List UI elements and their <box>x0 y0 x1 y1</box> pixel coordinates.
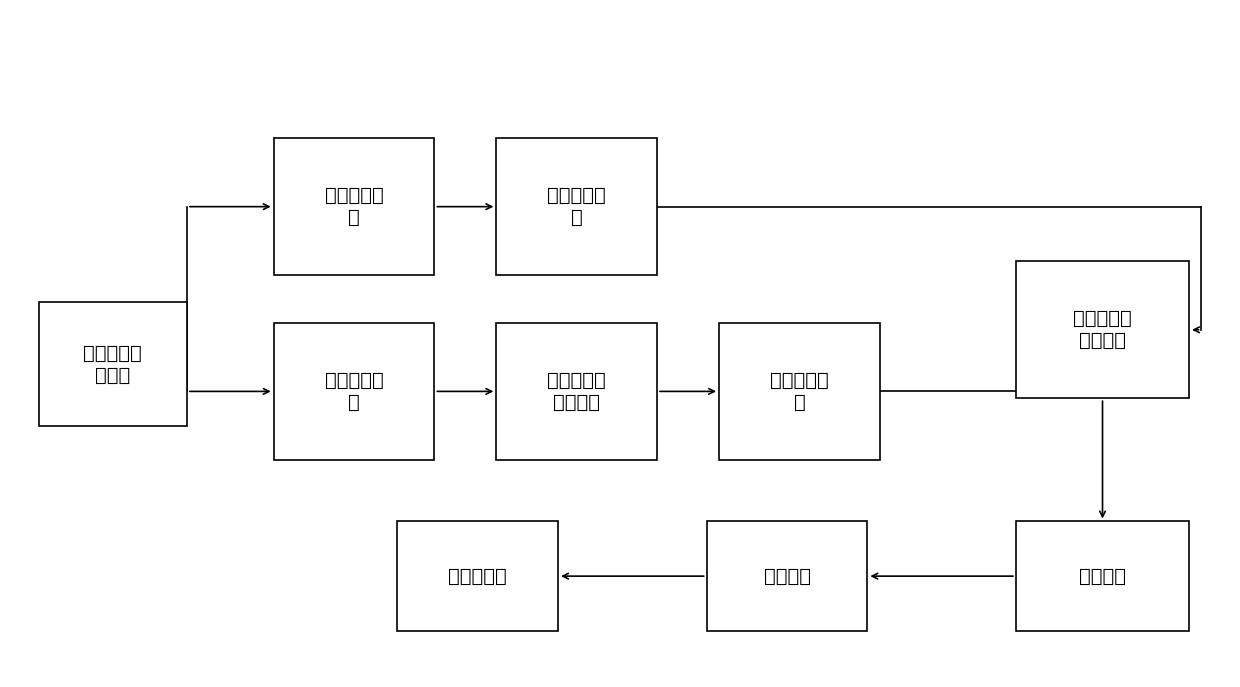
Text: 纤维层表面
喷涂树脂: 纤维层表面 喷涂树脂 <box>547 371 606 412</box>
Bar <box>719 323 880 460</box>
Text: 图盘结构加
工: 图盘结构加 工 <box>547 186 606 227</box>
Text: 托盘结构设
计: 托盘结构设 计 <box>325 186 383 227</box>
Bar <box>38 302 187 426</box>
Bar <box>397 521 558 631</box>
Bar <box>274 138 434 275</box>
Bar <box>274 323 434 460</box>
Text: 生成刚形体: 生成刚形体 <box>449 567 507 585</box>
Text: 加热保温: 加热保温 <box>764 567 811 585</box>
Bar <box>496 138 657 275</box>
Text: 树脂溶液配
置: 树脂溶液配 置 <box>325 371 383 412</box>
Text: 针刺结构与
托盘合模: 针刺结构与 托盘合模 <box>1073 309 1132 350</box>
Text: 针刺结构构
型确定: 针刺结构构 型确定 <box>83 344 143 385</box>
Bar <box>1016 261 1189 398</box>
Bar <box>707 521 868 631</box>
Text: 针刺结构成
型: 针刺结构成 型 <box>770 371 828 412</box>
Bar <box>496 323 657 460</box>
Bar <box>1016 521 1189 631</box>
Text: 预压贴合: 预压贴合 <box>1079 567 1126 585</box>
